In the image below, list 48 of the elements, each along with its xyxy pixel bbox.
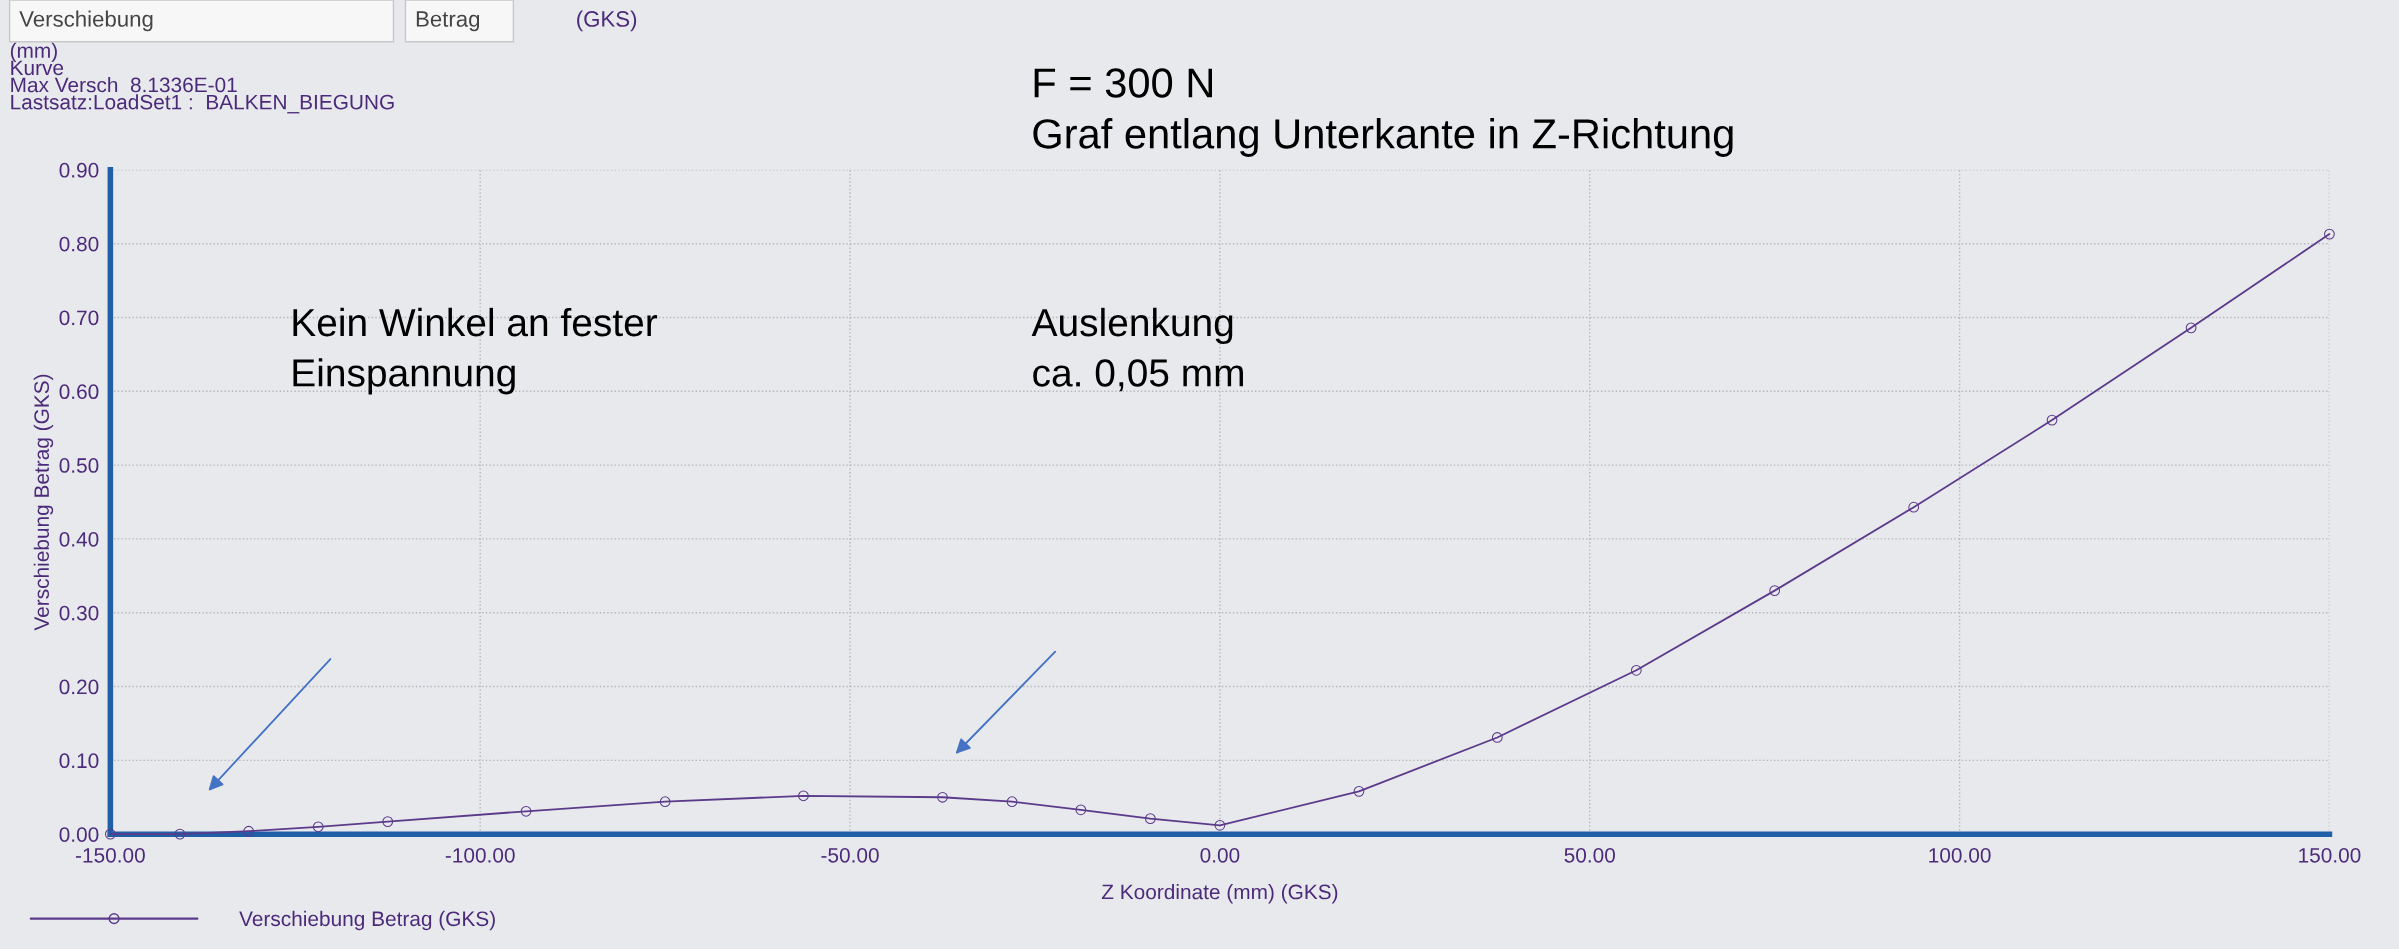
point	[2046, 414, 2058, 426]
point	[937, 791, 948, 803]
x-axis-title: Z Koordinate (mm) (GKS)	[1101, 883, 1338, 904]
y-tick-label: 0.10	[59, 753, 99, 769]
point	[1769, 585, 1781, 596]
point	[1214, 819, 1226, 831]
point	[1908, 501, 1920, 513]
text: (mm) Kurve Max Versch 8.1336E-01 Lastsatz:LoadSet1 : BALKEN_BIEGUNG	[10, 42, 394, 114]
point	[798, 790, 809, 802]
text: Betrag	[416, 11, 480, 32]
x-tick-label: 150.00	[2299, 847, 2361, 863]
y-tick-label: 0.50	[59, 458, 99, 473]
point	[1006, 796, 1018, 808]
point	[2324, 228, 2335, 240]
text: Verschiebung	[19, 10, 153, 32]
y-tick-label: 0.70	[59, 310, 99, 326]
y-tick-label: 0.60	[59, 384, 99, 400]
x-tick-label: -50.00	[821, 847, 879, 863]
y-tick-label: 0.40	[59, 531, 99, 547]
point	[2185, 322, 2197, 334]
point	[520, 805, 532, 817]
annotation: Kein Winkel an fester Einspannung	[293, 307, 658, 395]
point	[1353, 785, 1365, 797]
x-tick-label: 100.00	[1929, 847, 1991, 863]
text: Verschiebung Betrag (GKS)	[239, 910, 495, 931]
y-tick-label: 0.90	[59, 162, 99, 178]
point	[659, 796, 671, 808]
x-tick-label: 0.00	[1200, 847, 1240, 863]
y-tick-label: 0.00	[59, 827, 99, 842]
point	[1491, 732, 1503, 743]
point	[104, 828, 116, 840]
y-tick-label: 0.80	[59, 236, 99, 252]
point	[312, 821, 324, 833]
y-axis-title: Verschiebung Betrag (GKS)	[33, 374, 54, 631]
annotation: Auslenkung ca. 0,05 mm	[1031, 307, 1243, 392]
point	[382, 816, 394, 827]
point	[1075, 804, 1087, 816]
x-tick-label: -100.00	[445, 847, 515, 863]
x-tick-label: 50.00	[1564, 847, 1615, 863]
point	[1144, 813, 1156, 825]
y-tick-label: 0.30	[59, 605, 99, 621]
text: (GKS)	[577, 10, 637, 32]
chart-title: F = 300 N Graf entlang Unterkante in Z-Richtung	[1033, 68, 1733, 157]
point	[1630, 664, 1642, 676]
point	[174, 828, 186, 840]
x-tick-label: -150.00	[75, 847, 145, 863]
point	[243, 825, 255, 837]
y-tick-label: 0.20	[59, 679, 99, 695]
